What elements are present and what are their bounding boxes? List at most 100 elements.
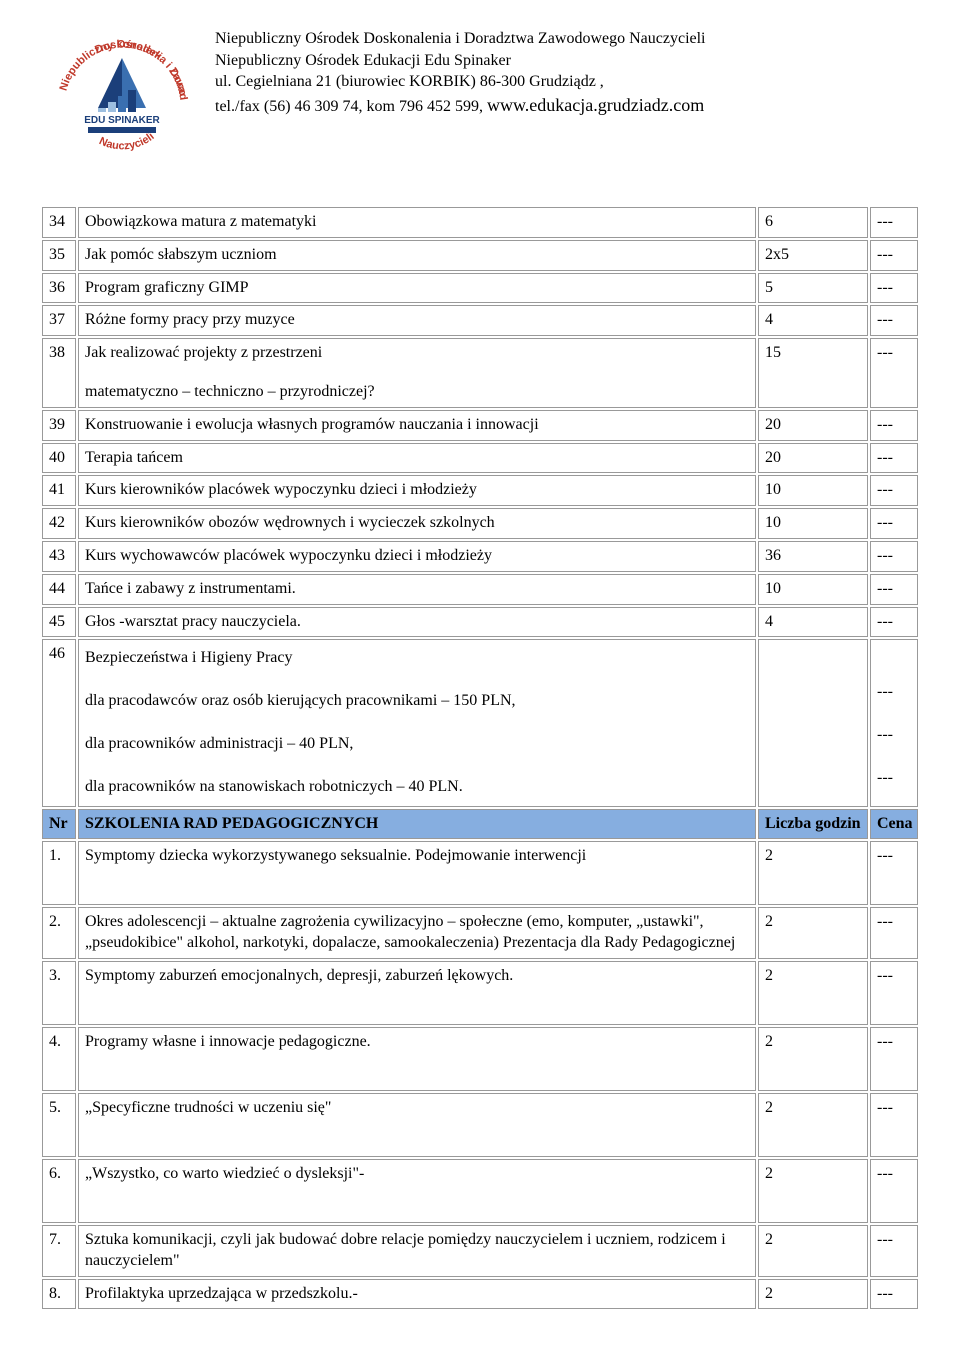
table-row: 36Program graficzny GIMP5---: [42, 273, 918, 304]
table-cell: 4.: [42, 1027, 76, 1091]
table-cell: 36: [758, 541, 868, 572]
table-cell: 2: [758, 1159, 868, 1223]
table-cell: 10: [758, 508, 868, 539]
table-cell: Konstruowanie i ewolucja własnych progra…: [78, 410, 756, 441]
table-cell: 2: [758, 1279, 868, 1310]
table-cell: 20: [758, 410, 868, 441]
table-row: 38Jak realizować projekty z przestrzenim…: [42, 338, 918, 408]
courses-table: 34Obowiązkowa matura z matematyki6---35J…: [40, 205, 920, 1311]
table-cell: ---: [870, 574, 918, 605]
header-contact-prefix: tel./fax (56) 46 309 74, kom 796 452 599…: [215, 98, 487, 115]
table-cell: 2: [758, 907, 868, 959]
table-cell: Jak pomóc słabszym uczniom: [78, 240, 756, 271]
table-cell: 2: [758, 961, 868, 1025]
table-cell: „Specyficzne trudności w uczeniu się": [78, 1093, 756, 1157]
table-cell: ---: [870, 541, 918, 572]
table-cell: 20: [758, 443, 868, 474]
table-cell: Tańce i zabawy z instrumentami.: [78, 574, 756, 605]
table-cell: ---: [870, 207, 918, 238]
table-row: 43Kurs wychowawców placówek wypoczynku d…: [42, 541, 918, 572]
table-cell: 39: [42, 410, 76, 441]
table-cell: 5: [758, 273, 868, 304]
table-row: 42Kurs kierowników obozów wędrownych i w…: [42, 508, 918, 539]
table-cell: 10: [758, 574, 868, 605]
table-cell: Symptomy zaburzeń emocjonalnych, depresj…: [78, 961, 756, 1025]
logo-brand-text: EDU SPINAKER: [84, 115, 160, 126]
table-cell: Różne formy pracy przy muzyce: [78, 305, 756, 336]
table-cell: ---: [870, 273, 918, 304]
table-cell: 2: [758, 1027, 868, 1091]
table-row: 8.Profilaktyka uprzedzająca w przedszkol…: [42, 1279, 918, 1310]
table-cell: 2: [758, 841, 868, 905]
table-cell: Kurs wychowawców placówek wypoczynku dzi…: [78, 541, 756, 572]
header-line-2: Niepubliczny Ośrodek Edukacji Edu Spinak…: [215, 50, 706, 72]
table-cell: ---: [870, 907, 918, 959]
table-cell: ---: [870, 508, 918, 539]
table-cell: Jak realizować projekty z przestrzenimat…: [78, 338, 756, 408]
table-row: 4.Programy własne i innowacje pedagogicz…: [42, 1027, 918, 1091]
table-row: 5.„Specyficzne trudności w uczeniu się"2…: [42, 1093, 918, 1157]
table-cell: ---: [870, 1279, 918, 1310]
company-logo: Niepubliczny Ośrodek Doskonalenia i Dora…: [40, 20, 205, 175]
header-address: Niepubliczny Ośrodek Doskonalenia i Dora…: [205, 20, 706, 117]
table-cell: ---: [870, 240, 918, 271]
table-row: 40Terapia tańcem20---: [42, 443, 918, 474]
table-row: 44Tańce i zabawy z instrumentami.10---: [42, 574, 918, 605]
header-line-1: Niepubliczny Ośrodek Doskonalenia i Dora…: [215, 28, 706, 50]
table-row: 1.Symptomy dziecka wykorzystywanego seks…: [42, 841, 918, 905]
table-cell: 7.: [42, 1225, 76, 1277]
table-row: 35Jak pomóc słabszym uczniom2x5---: [42, 240, 918, 271]
table-cell: 2x5: [758, 240, 868, 271]
table-cell: Kurs kierowników obozów wędrownych i wyc…: [78, 508, 756, 539]
table-cell: 36: [42, 273, 76, 304]
table-cell: Głos -warsztat pracy nauczyciela.: [78, 607, 756, 638]
section-header-row: NrSZKOLENIA RAD PEDAGOGICZNYCHLiczba god…: [42, 809, 918, 840]
table-cell: Programy własne i innowacje pedagogiczne…: [78, 1027, 756, 1091]
table-cell: 8.: [42, 1279, 76, 1310]
table-cell: ---: [870, 305, 918, 336]
table-cell: 4: [758, 305, 868, 336]
table-cell: 6: [758, 207, 868, 238]
table-cell: 1.: [42, 841, 76, 905]
table-cell: ---: [870, 1159, 918, 1223]
table-cell: Kurs kierowników placówek wypoczynku dzi…: [78, 475, 756, 506]
table-row: 3.Symptomy zaburzeń emocjonalnych, depre…: [42, 961, 918, 1025]
table-cell: 6.: [42, 1159, 76, 1223]
table-cell: Okres adolescencji – aktualne zagrożenia…: [78, 907, 756, 959]
table-cell: 43: [42, 541, 76, 572]
table-cell: 4: [758, 607, 868, 638]
table-cell: 45: [42, 607, 76, 638]
table-cell: ---: [870, 961, 918, 1025]
table-row: 34Obowiązkowa matura z matematyki6---: [42, 207, 918, 238]
table-row: 6.„Wszystko, co warto wiedzieć o dysleks…: [42, 1159, 918, 1223]
table-cell: 42: [42, 508, 76, 539]
table-cell: ---: [870, 475, 918, 506]
page-header: Niepubliczny Ośrodek Doskonalenia i Dora…: [40, 20, 920, 175]
table-cell: ---: [870, 1027, 918, 1091]
table-cell: Bezpieczeństwa i Higieny Pracydla pracod…: [78, 639, 756, 806]
table-cell: Sztuka komunikacji, czyli jak budować do…: [78, 1225, 756, 1277]
section-header-cell: Liczba godzin: [758, 809, 868, 840]
table-cell: 15: [758, 338, 868, 408]
table-row: 41Kurs kierowników placówek wypoczynku d…: [42, 475, 918, 506]
table-cell: ---------: [870, 639, 918, 806]
table-cell: 5.: [42, 1093, 76, 1157]
table-cell: 3.: [42, 961, 76, 1025]
section-header-cell: SZKOLENIA RAD PEDAGOGICZNYCH: [78, 809, 756, 840]
table-cell: Profilaktyka uprzedzająca w przedszkolu.…: [78, 1279, 756, 1310]
table-cell: 46: [42, 639, 76, 806]
table-row: 39Konstruowanie i ewolucja własnych prog…: [42, 410, 918, 441]
table-cell: ---: [870, 443, 918, 474]
table-cell: ---: [870, 841, 918, 905]
table-cell: 2.: [42, 907, 76, 959]
table-cell: Symptomy dziecka wykorzystywanego seksua…: [78, 841, 756, 905]
header-website: www.edukacja.grudziadz.com: [487, 95, 704, 115]
svg-text:Nauczycieli: Nauczycieli: [97, 131, 156, 153]
table-cell: 41: [42, 475, 76, 506]
page: Niepubliczny Ośrodek Doskonalenia i Dora…: [0, 0, 960, 1351]
table-cell: 2: [758, 1093, 868, 1157]
table-cell: Terapia tańcem: [78, 443, 756, 474]
table-cell: 37: [42, 305, 76, 336]
table-cell: Program graficzny GIMP: [78, 273, 756, 304]
table-cell: [758, 639, 868, 806]
